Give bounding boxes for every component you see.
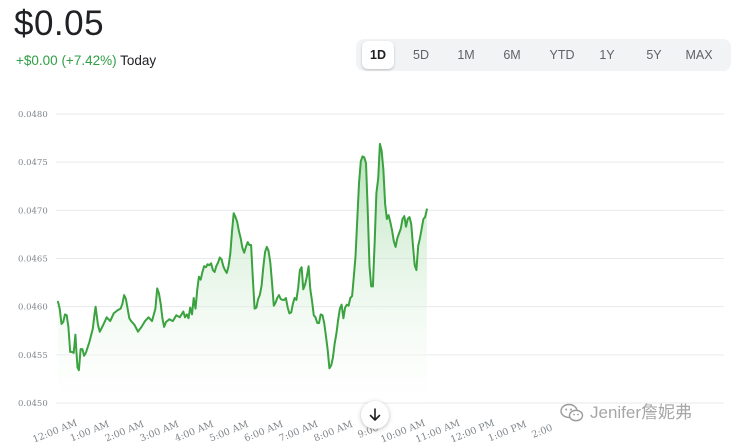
range-tab-5d[interactable]: 5D [413, 48, 429, 62]
scroll-down-button[interactable] [361, 401, 389, 429]
change-period: Today [120, 53, 157, 68]
change-percent: (+7.42%) [61, 53, 117, 68]
stock-price: $0.05 [14, 4, 105, 43]
range-tab-6m[interactable]: 6M [503, 48, 521, 62]
x-tick-label: 2:00 [530, 423, 554, 441]
range-tab-5y[interactable]: 5Y [646, 48, 662, 62]
y-tick-label: 0.0475 [18, 158, 48, 168]
y-tick-label: 0.0455 [18, 351, 48, 361]
range-tab-ytd[interactable]: YTD [549, 48, 575, 62]
watermark-text: Jenifer詹妮弗 [590, 403, 693, 422]
y-tick-label: 0.0465 [18, 255, 48, 265]
range-tab-1m[interactable]: 1M [457, 48, 475, 62]
change-value: +$0.00 [16, 53, 58, 68]
y-tick-label: 0.0480 [18, 110, 48, 120]
y-tick-label: 0.0470 [18, 206, 48, 216]
price-area-fill [58, 143, 427, 403]
arrow-down-icon [369, 408, 381, 421]
range-tab-1y[interactable]: 1Y [599, 48, 615, 62]
price-change: +$0.00 (+7.42%) Today [16, 52, 156, 70]
y-tick-label: 0.0460 [18, 303, 48, 313]
y-tick-label: 0.0450 [18, 399, 48, 409]
watermark: Jenifer詹妮弗 [560, 402, 692, 424]
range-tab-1d[interactable]: 1D [362, 41, 394, 69]
x-tick-label: 8:00 AM [312, 419, 354, 443]
wechat-logo-icon [560, 403, 584, 422]
price-line [57, 142, 428, 372]
time-range-selector: 1D 5D 1M 6M YTD 1Y 5Y MAX [356, 39, 731, 71]
range-tab-max[interactable]: MAX [685, 48, 713, 62]
